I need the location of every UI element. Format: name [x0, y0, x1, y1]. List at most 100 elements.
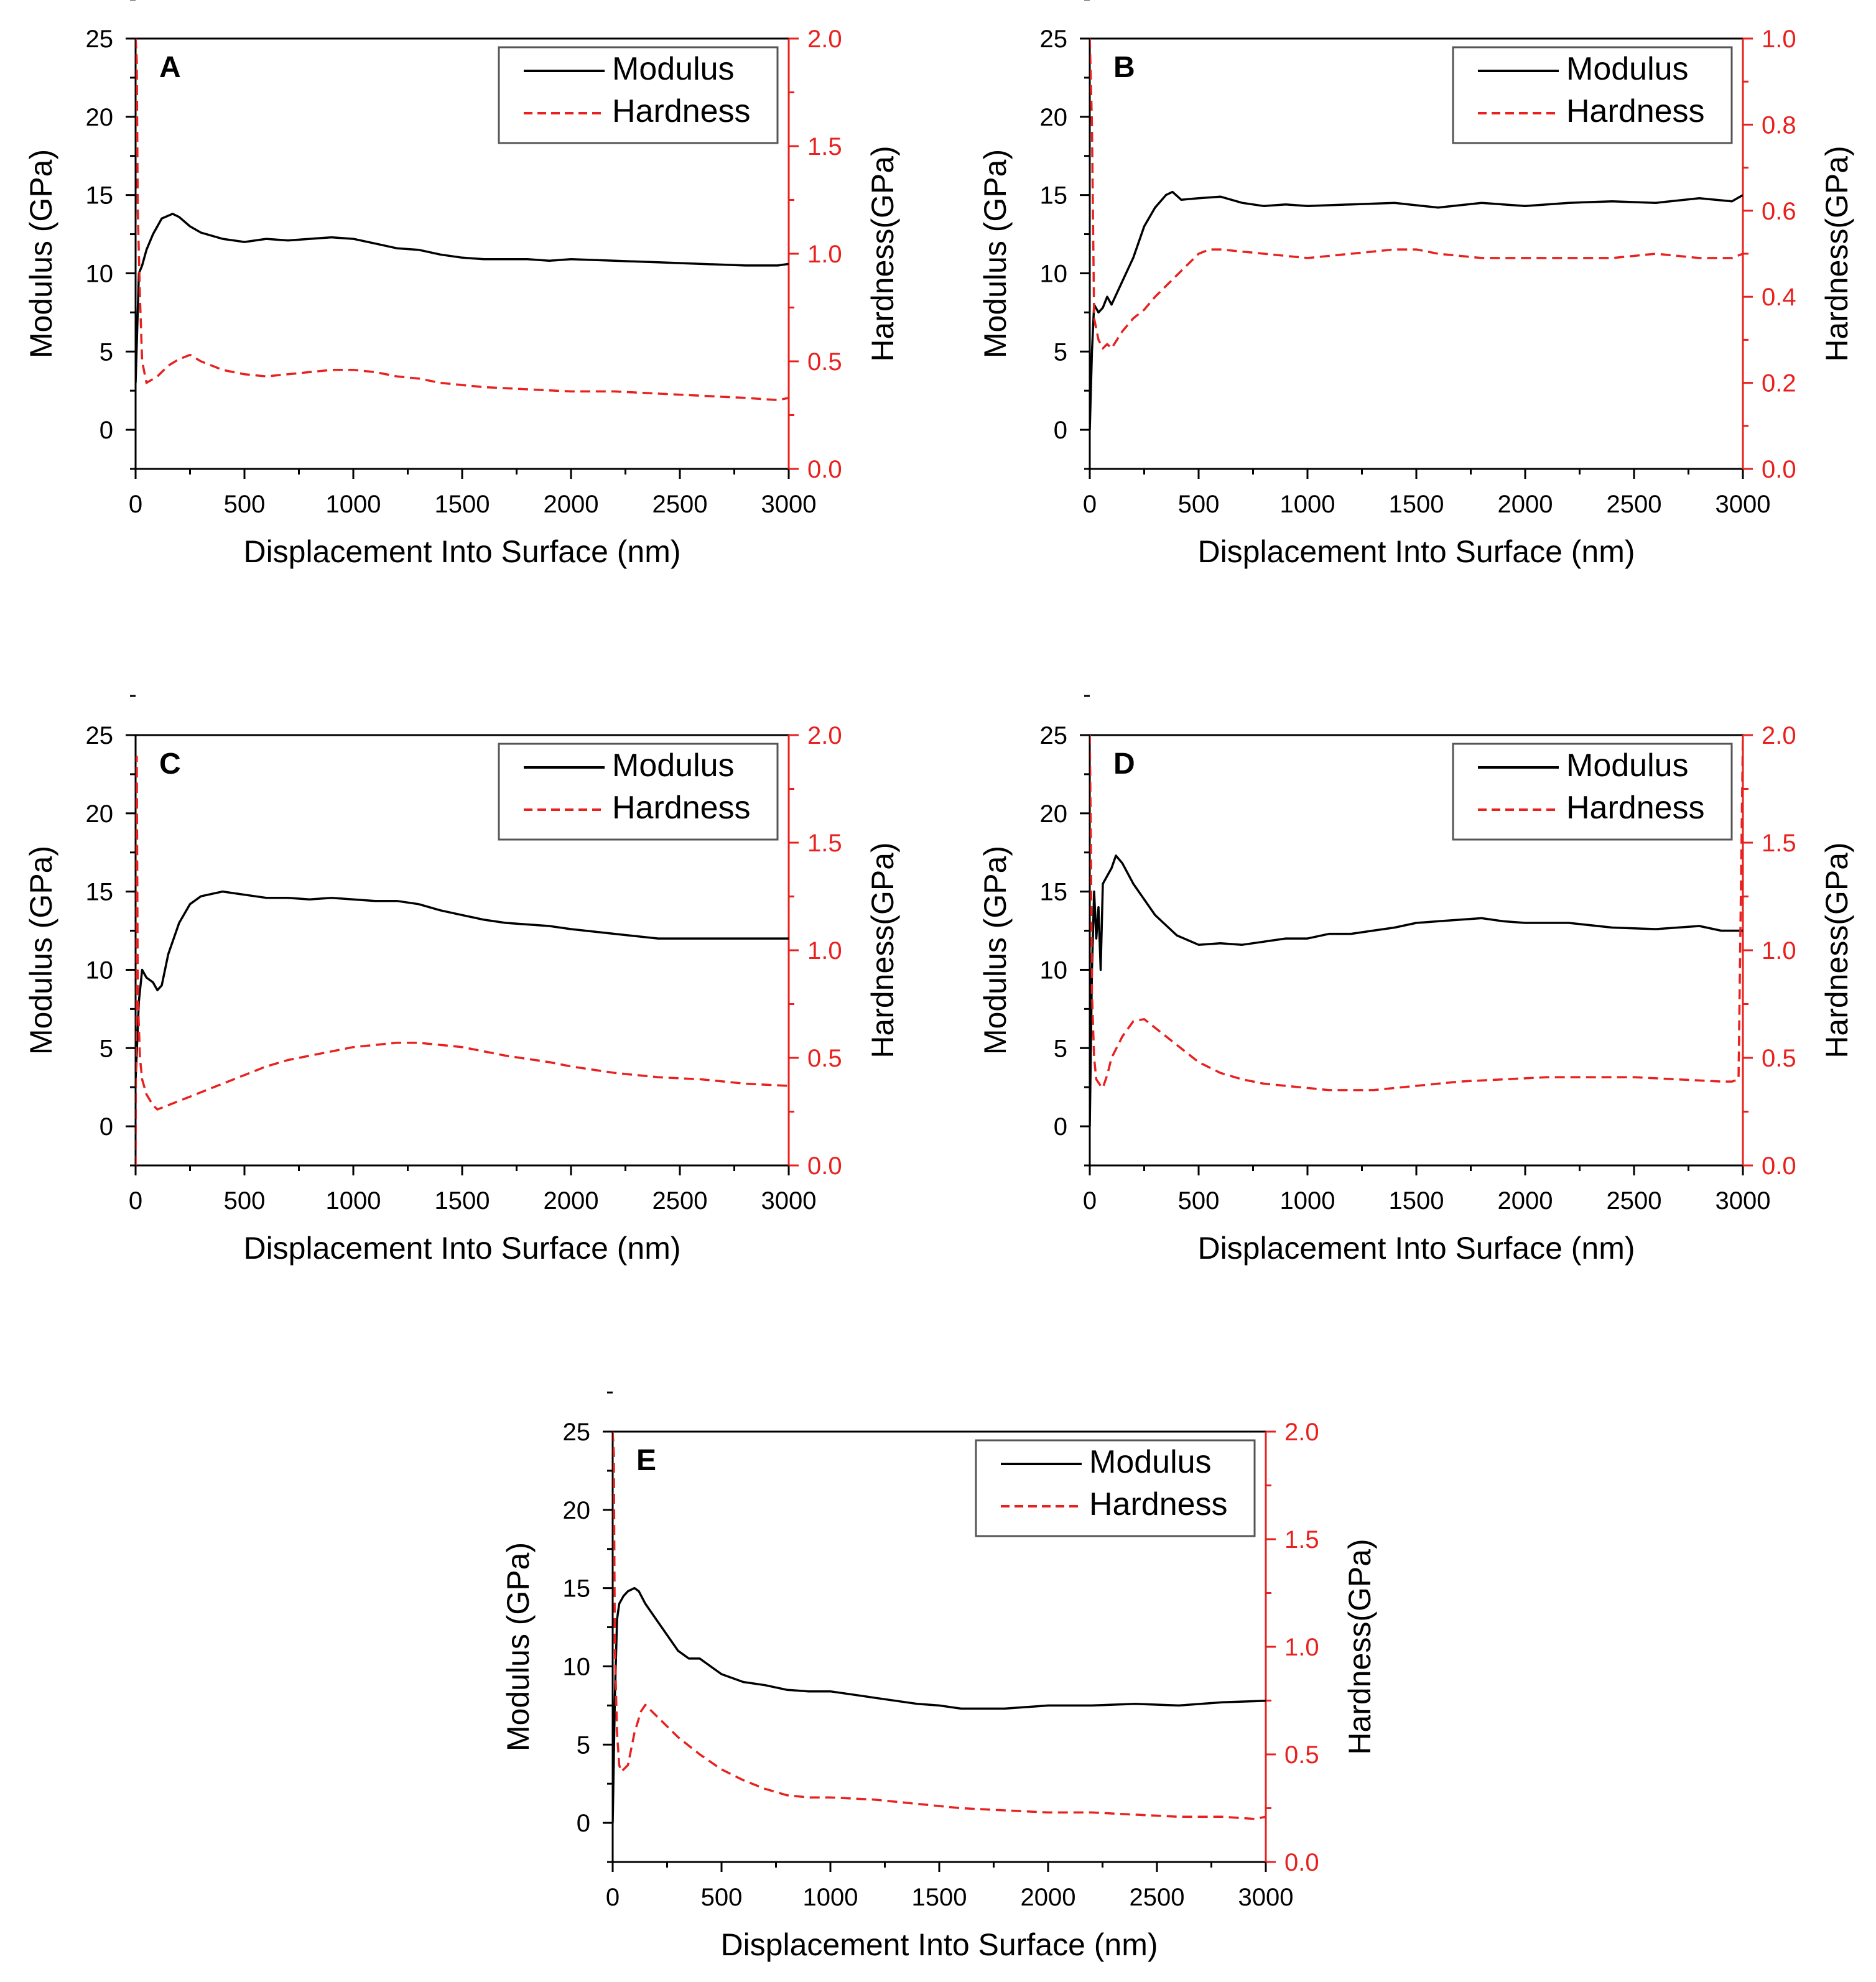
y-tick-label: 10	[86, 260, 114, 287]
y-axis-title: Modulus (GPa)	[24, 846, 58, 1055]
x-tick-label: 2000	[1498, 1187, 1553, 1215]
x-tick-label: 3000	[1716, 491, 1771, 518]
legend-label-modulus: Modulus	[612, 51, 735, 87]
y-tick-label: 5	[1054, 338, 1067, 366]
y-tick-label: 0	[1054, 417, 1067, 444]
y2-tick-label: 0.8	[1762, 111, 1796, 139]
series-line-modulus	[1090, 854, 1743, 1127]
y2-tick-label: 1.5	[807, 133, 842, 160]
y-tick-label: 25	[1040, 25, 1068, 53]
y2-tick-label: 0.5	[1284, 1741, 1319, 1769]
legend-label-hardness: Hardness	[1566, 93, 1705, 129]
x-tick-label: 0	[1083, 491, 1097, 518]
y-tick-label: 15	[86, 182, 114, 210]
y-tick-label: 20	[1040, 104, 1068, 131]
y-axis-title: Modulus (GPa)	[978, 846, 1013, 1055]
y-tick-label: 20	[86, 104, 114, 131]
x-tick-label: 2500	[652, 1187, 708, 1215]
series-line-modulus	[136, 890, 789, 1080]
y-tick-label: 20	[1040, 800, 1068, 828]
y2-tick-label: 1.5	[1284, 1526, 1319, 1554]
x-tick-label: 3000	[1716, 1187, 1771, 1215]
legend-box	[1452, 743, 1733, 841]
x-tick-label: 1500	[435, 491, 490, 518]
y-tick-label: 10	[86, 956, 114, 984]
x-tick-label: 2000	[1498, 491, 1553, 518]
panel-letter: A	[159, 51, 181, 84]
y-axis-title: Modulus (GPa)	[24, 149, 58, 358]
x-tick-label: 0	[129, 1187, 142, 1215]
y-tick-label: 0	[1054, 1113, 1067, 1141]
x-tick-label: 2500	[1130, 1884, 1185, 1911]
legend-label-hardness: Hardness	[1089, 1486, 1228, 1522]
y-axis-title: Modulus (GPa)	[978, 149, 1013, 358]
legend-label-modulus: Modulus	[1566, 748, 1689, 784]
y-tick-label: 15	[1040, 879, 1068, 906]
x-tick-label: 500	[224, 491, 266, 518]
y2-axis-title: Hardness(GPa)	[1819, 842, 1854, 1058]
x-tick-label: 2000	[544, 1187, 599, 1215]
legend-box	[975, 1439, 1256, 1537]
x-tick-label: 0	[606, 1884, 620, 1911]
chart-panel-d: 0 500 1000 1500 2000 2500 3000 0 5 10 15 20 25 0.0 0.5…	[978, 695, 1854, 1266]
panel-letter: C	[159, 748, 181, 780]
y2-tick-label: 0.0	[807, 1152, 842, 1180]
y2-tick-label: 1.5	[807, 830, 842, 857]
x-tick-label: 1000	[1280, 491, 1335, 518]
y-tick-label: 10	[1040, 956, 1068, 984]
y2-tick-label: 0.5	[807, 348, 842, 376]
x-tick-label: 500	[1178, 1187, 1220, 1215]
series-line-modulus	[1090, 190, 1743, 430]
y2-tick-label: 0.4	[1762, 284, 1796, 311]
x-tick-label: 1000	[326, 491, 381, 518]
y-tick-label: 25	[86, 722, 114, 749]
x-tick-label: 1000	[803, 1884, 858, 1911]
y-tick-label: 0	[577, 1810, 590, 1837]
legend-label-modulus: Modulus	[1566, 51, 1689, 87]
y2-tick-label: 2.0	[1284, 1419, 1319, 1446]
x-tick-label: 500	[224, 1187, 266, 1215]
legend-label-hardness: Hardness	[612, 93, 751, 129]
x-tick-label: 1000	[326, 1187, 381, 1215]
y-tick-label: 10	[1040, 260, 1068, 287]
y2-axis-title: Hardness(GPa)	[1342, 1539, 1377, 1754]
legend: Modulus Hardness	[498, 743, 779, 841]
panel-letter: B	[1113, 51, 1135, 84]
x-tick-label: 0	[129, 491, 142, 518]
y2-tick-label: 2.0	[1762, 722, 1796, 749]
legend: Modulus Hardness	[1452, 46, 1733, 144]
y2-tick-label: 0.0	[1762, 1152, 1796, 1180]
chart-panel-a: 0 500 1000 1500 2000 2500 3000 0 5 10 15 20 25 0.0 0.5…	[24, 0, 900, 569]
legend-label-hardness: Hardness	[1566, 790, 1705, 826]
y-tick-label: 20	[86, 800, 114, 828]
y2-tick-label: 2.0	[807, 25, 842, 53]
y-tick-label: 5	[100, 1035, 113, 1062]
legend-box	[1452, 46, 1733, 144]
series-line-modulus	[613, 1586, 1266, 1823]
series-line-hardness	[136, 39, 789, 402]
y-tick-label: 20	[563, 1497, 591, 1524]
x-tick-label: 500	[701, 1884, 743, 1911]
y2-tick-label: 1.5	[1762, 830, 1796, 857]
y2-axis-title: Hardness(GPa)	[1819, 146, 1854, 361]
x-tick-label: 2000	[1021, 1884, 1076, 1911]
legend-label-modulus: Modulus	[1089, 1444, 1212, 1480]
x-tick-label: 1500	[1389, 1187, 1444, 1215]
x-axis-title: Displacement Into Surface (nm)	[1197, 1231, 1635, 1266]
y-tick-label: 15	[86, 879, 114, 906]
y-tick-label: 5	[577, 1731, 590, 1759]
y2-tick-label: 1.0	[807, 937, 842, 965]
y2-tick-label: 0.2	[1762, 370, 1796, 397]
y2-tick-label: 0.5	[1762, 1045, 1796, 1072]
y-tick-label: 25	[1040, 722, 1068, 749]
y-tick-label: 15	[563, 1575, 591, 1603]
x-tick-label: 1000	[1280, 1187, 1335, 1215]
chart-panel-b: 0 500 1000 1500 2000 2500 3000 0 5 10 15 20 25 0.0 0.2…	[978, 0, 1854, 569]
legend-label-hardness: Hardness	[612, 790, 751, 826]
panels-root: 0 500 1000 1500 2000 2500 300005101520250.00.5…	[24, 0, 1854, 1962]
y2-tick-label: 2.0	[807, 722, 842, 749]
x-tick-label: 1500	[435, 1187, 490, 1215]
y-tick-label: 15	[1040, 182, 1068, 210]
chart-panel-e: 0 500 1000 1500 2000 2500 3000 0 5 10 15 20 25 0.0 0.5…	[501, 1391, 1377, 1962]
